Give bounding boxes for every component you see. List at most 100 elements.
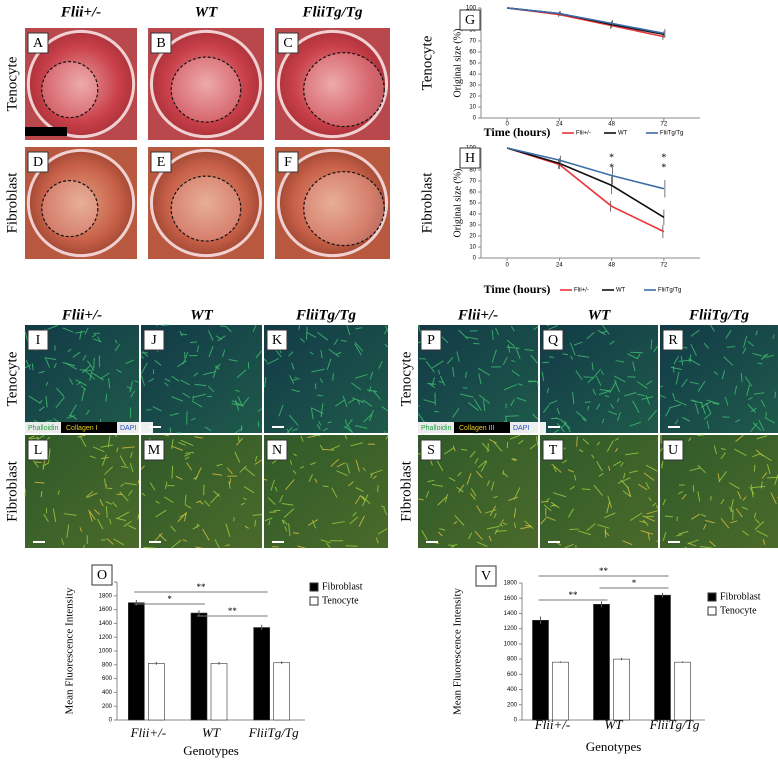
- cell: [318, 420, 322, 426]
- cell: [459, 393, 474, 398]
- cell: [622, 490, 632, 497]
- legend-label: Fibroblast: [720, 591, 761, 602]
- cell: [284, 525, 288, 532]
- cell: [100, 444, 114, 448]
- y-tick-label: 80: [469, 168, 476, 174]
- cell: [726, 346, 736, 348]
- panel-letter: I: [36, 333, 41, 348]
- cell: [320, 403, 324, 418]
- cell: [636, 381, 648, 389]
- cell: [342, 395, 348, 408]
- legend-label: Tenocyte: [720, 605, 757, 616]
- column-header: FliiTg/Tg: [302, 4, 364, 20]
- cell: [125, 359, 135, 364]
- annotation: *: [661, 152, 666, 163]
- cell: [569, 485, 576, 490]
- cell: [730, 499, 734, 512]
- cell: [477, 460, 487, 468]
- photo: [417, 434, 539, 549]
- cell: [530, 354, 539, 365]
- cell: [141, 492, 146, 497]
- cell: [137, 513, 140, 520]
- cell: [542, 404, 550, 413]
- stain-box: [510, 422, 546, 433]
- legend-swatch: [707, 606, 717, 616]
- cell: [208, 346, 214, 358]
- cell: [177, 511, 187, 523]
- cell: [690, 399, 697, 402]
- cell: [599, 389, 611, 392]
- cell: [770, 492, 777, 504]
- cell: [417, 498, 424, 501]
- cell: [56, 387, 65, 397]
- cell: [609, 403, 615, 409]
- cell: [327, 421, 332, 424]
- cell: [651, 502, 657, 507]
- cell: [462, 387, 468, 389]
- cell: [741, 506, 749, 510]
- cell: [45, 395, 48, 408]
- photo: [540, 324, 659, 434]
- cell: [171, 465, 174, 479]
- cell: [720, 452, 726, 460]
- wound-outline: [170, 175, 242, 242]
- panel-letter: C: [283, 36, 292, 51]
- cell: [195, 546, 202, 549]
- bar: [613, 658, 630, 721]
- cell: [361, 495, 371, 505]
- cell: [662, 531, 667, 542]
- cell: [697, 380, 706, 392]
- cell: [470, 488, 477, 497]
- cell: [86, 492, 98, 499]
- cell: [148, 378, 155, 383]
- cell: [116, 493, 123, 496]
- cell: [757, 362, 763, 365]
- cell: [149, 482, 156, 491]
- x-tick-label: 24: [556, 122, 563, 128]
- cell: [753, 464, 756, 472]
- x-tick-label: 72: [661, 122, 668, 128]
- cell: [377, 528, 388, 535]
- cell: [577, 530, 591, 536]
- x-tick-label: 48: [608, 122, 615, 128]
- panel-letter: K: [272, 333, 282, 348]
- cell: [62, 327, 74, 333]
- cell: [582, 438, 590, 445]
- cell: [481, 442, 490, 452]
- panel-letter-box: [420, 329, 442, 351]
- cell: [678, 359, 693, 362]
- cell: [28, 435, 35, 439]
- cell: [465, 371, 467, 378]
- y-tick-label: 400: [507, 687, 518, 693]
- cell: [482, 399, 486, 411]
- cell: [425, 490, 430, 498]
- cell: [297, 545, 306, 549]
- panel-letter: G: [465, 13, 475, 28]
- cell: [184, 504, 192, 509]
- series-line: [507, 7, 665, 35]
- cell: [703, 412, 712, 420]
- cell: [498, 524, 504, 527]
- cell: [237, 396, 243, 406]
- cell: [24, 364, 32, 369]
- panel-letter: L: [34, 443, 43, 458]
- legend-label: WT: [618, 131, 628, 137]
- cell: [458, 329, 469, 340]
- cell: [458, 484, 465, 493]
- stain-label: Collagen III: [459, 425, 494, 432]
- cell: [546, 324, 550, 327]
- x-tick-label: WT: [202, 725, 221, 740]
- cell: [170, 539, 182, 549]
- cell: [288, 351, 294, 357]
- cell: [466, 472, 472, 485]
- cell: [120, 483, 124, 487]
- cell: [706, 399, 720, 405]
- cell: [235, 389, 240, 392]
- y-tick-label: 30: [469, 83, 476, 89]
- photo: [25, 147, 137, 259]
- panel-letter-box: [143, 439, 165, 461]
- y-tick-label: 40: [469, 72, 476, 78]
- cell: [189, 341, 198, 344]
- cell: [551, 463, 562, 473]
